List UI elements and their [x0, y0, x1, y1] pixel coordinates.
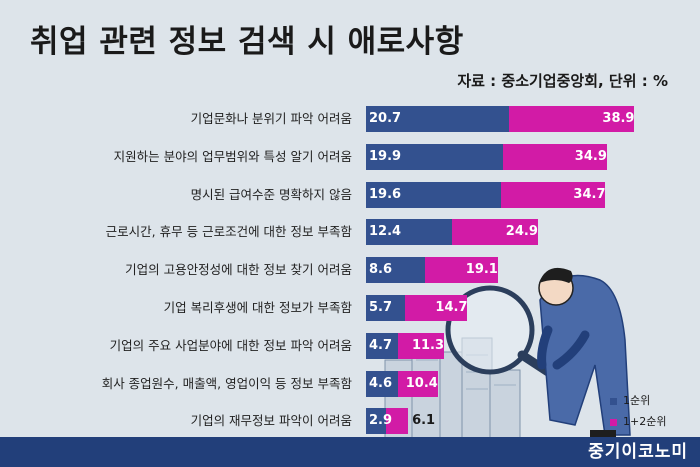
- category-label: 명시된 급여수준 명확하지 않음: [190, 186, 352, 202]
- bar-1st-rank: [366, 257, 426, 284]
- value-label-1st-rank: 2.9: [369, 413, 393, 429]
- value-label-1plus2-rank: 11.3: [411, 337, 445, 353]
- source-note: 자료 : 중소기업중앙회, 단위 : %: [457, 72, 668, 90]
- legend-label-2: 1+2순위: [623, 415, 667, 428]
- value-label-1st-rank: 5.7: [369, 300, 393, 315]
- bar-1st-rank: [366, 370, 398, 397]
- category-label: 근로시간, 휴무 등 근로조건에 대한 정보 부족함: [105, 224, 352, 240]
- legend-label-1: 1순위: [623, 394, 651, 407]
- value-label-1plus2-rank: 34.9: [574, 148, 607, 164]
- value-label-1plus2-rank: 38.9: [602, 111, 635, 126]
- bar-1st-rank: [366, 219, 452, 246]
- magnifying-glass-illustration: [445, 285, 553, 377]
- bar-1st-rank: [366, 332, 399, 359]
- bar-1st-rank: [366, 106, 509, 132]
- value-label-1st-rank: 20.7: [369, 111, 402, 126]
- value-label-1plus2-rank: 24.9: [505, 224, 538, 240]
- bar-1st-rank: [366, 295, 406, 321]
- value-label-1plus2-rank: 19.1: [465, 262, 498, 278]
- value-label-1plus2-rank: 14.7: [435, 300, 468, 315]
- category-label: 회사 종업원수, 매출액, 영업이익 등 정보 부족함: [101, 375, 352, 391]
- value-label-1st-rank: 4.6: [369, 375, 393, 391]
- legend-swatch-1: [610, 397, 617, 405]
- category-label: 기업의 재무정보 파악이 어려움: [190, 413, 352, 429]
- footer-bar: [0, 437, 700, 467]
- value-label-1st-rank: 19.9: [369, 148, 402, 164]
- value-label-1plus2-rank: 6.1: [412, 413, 436, 429]
- value-label-1st-rank: 12.4: [369, 224, 402, 240]
- value-label-1st-rank: 19.6: [369, 186, 402, 202]
- category-label: 지원하는 분야의 업무범위와 특성 알기 어려움: [113, 148, 352, 164]
- legend-item-1: 1순위: [610, 392, 650, 408]
- legend-item-2: 1+2순위: [610, 413, 666, 429]
- brand-logo-text: 중기이코노미: [588, 442, 688, 462]
- page-title: 취업 관련 정보 검색 시 애로사항: [30, 24, 464, 60]
- category-label: 기업의 고용안정성에 대한 정보 찾기 어려움: [125, 262, 352, 278]
- value-label-1plus2-rank: 10.4: [405, 375, 438, 391]
- value-label-1plus2-rank: 34.7: [573, 186, 606, 202]
- bar-1st-rank: [366, 408, 386, 435]
- category-label: 기업문화나 분위기 파악 어려움: [190, 111, 352, 126]
- legend-swatch-2: [610, 418, 617, 426]
- bar-1st-rank: [366, 181, 502, 208]
- person-illustration: [537, 267, 631, 439]
- value-label-1st-rank: 8.6: [369, 262, 393, 278]
- category-label: 기업 복리후생에 대한 정보가 부족함: [163, 300, 352, 315]
- category-label: 기업의 주요 사업분야에 대한 정보 파악 어려움: [109, 337, 352, 353]
- bar-1st-rank: [366, 143, 504, 170]
- value-label-1st-rank: 4.7: [369, 337, 393, 353]
